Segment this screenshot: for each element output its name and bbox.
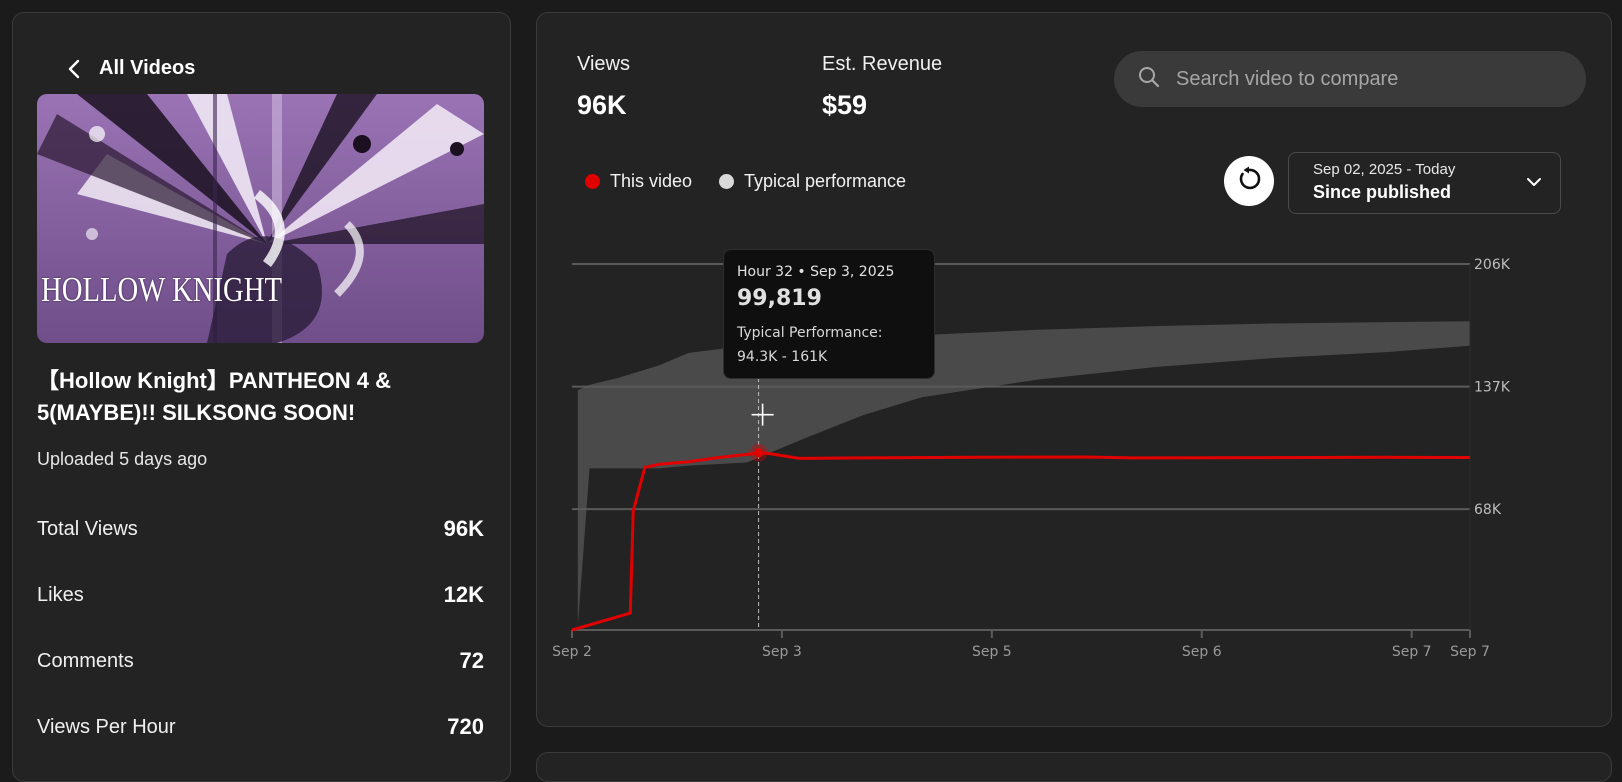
x-tick-label: Sep 7: [1450, 644, 1490, 660]
y-tick-label: 206K: [1474, 257, 1511, 273]
highlight-point: [754, 448, 764, 458]
metric-revenue-label: Est. Revenue: [822, 53, 943, 75]
metric-views: Views 96K: [577, 53, 630, 121]
x-tick-label: Sep 6: [1182, 644, 1222, 660]
stat-comments: Comments 72: [37, 648, 484, 674]
stat-likes: Likes 12K: [37, 582, 484, 608]
stat-label: Views Per Hour: [37, 715, 176, 738]
chevron-down-icon: [1526, 174, 1542, 195]
reset-icon: [1236, 166, 1262, 197]
analytics-panel: Views 96K Est. Revenue $59 This video Ty…: [536, 12, 1612, 727]
date-range-dropdown[interactable]: Sep 02, 2025 - Today Since published: [1288, 152, 1561, 214]
metric-views-label: Views: [577, 53, 630, 75]
legend-typical: Typical performance: [719, 171, 906, 192]
tooltip-header: Hour 32 • Sep 3, 2025: [737, 264, 895, 280]
metric-revenue-value: $59: [822, 90, 868, 120]
date-range-label: Since published: [1313, 182, 1452, 202]
thumbnail-logo-text: HOLLOW KNIGHT: [41, 270, 282, 309]
x-tick-label: Sep 2: [552, 644, 592, 660]
tooltip-typical-range: 94.3K - 161K: [737, 349, 828, 365]
stat-views-per-hour: Views Per Hour 720: [37, 714, 484, 740]
this-video-line: [571, 451, 1471, 632]
video-thumbnail[interactable]: HOLLOW KNIGHT: [37, 94, 484, 343]
all-videos-label: All Videos: [99, 57, 196, 79]
stat-value: 12K: [443, 582, 484, 607]
search-icon: [1138, 66, 1160, 93]
legend-typical-label: Typical performance: [744, 171, 907, 191]
compare-search-box[interactable]: [1114, 51, 1586, 107]
x-tick-label: Sep 5: [972, 644, 1012, 660]
video-details-panel: All Videos: [12, 12, 511, 782]
stat-label: Total Views: [37, 517, 138, 540]
video-title: 【Hollow Knight】PANTHEON 4 & 5(MAYBE)!! S…: [37, 368, 392, 425]
stat-value: 96K: [443, 516, 484, 541]
legend-this-video-label: This video: [610, 171, 693, 191]
all-videos-back-link[interactable]: All Videos: [63, 57, 195, 80]
stat-label: Likes: [37, 583, 84, 606]
x-tick-label: Sep 3: [762, 644, 802, 660]
compare-search-input[interactable]: [1174, 66, 1558, 92]
stat-value: 72: [459, 648, 484, 673]
y-tick-label: 68K: [1474, 502, 1502, 518]
metric-revenue: Est. Revenue $59: [822, 53, 942, 121]
tooltip-value: 99,819: [737, 286, 822, 311]
date-range-dates: Sep 02, 2025 - Today: [1313, 161, 1456, 178]
metric-views-value: 96K: [577, 90, 627, 120]
chart-tooltip: Hour 32 • Sep 3, 2025 99,819 Typical Per…: [723, 249, 935, 379]
legend-red-dot: [585, 174, 600, 189]
stat-value: 720: [447, 714, 484, 739]
y-tick-label: 137K: [1474, 380, 1511, 396]
x-tick-label: Sep 7: [1392, 644, 1432, 660]
tooltip-typical-label: Typical Performance:: [737, 325, 883, 341]
legend-gray-dot: [719, 174, 734, 189]
reset-range-button[interactable]: [1224, 156, 1274, 206]
next-panel-edge: [536, 752, 1612, 782]
stat-total-views: Total Views 96K: [37, 516, 484, 542]
stat-label: Comments: [37, 649, 134, 672]
chevron-left-icon: [63, 58, 85, 80]
upload-date: Uploaded 5 days ago: [37, 449, 208, 469]
views-chart[interactable]: 68K 137K 206K Sep 2 Sep 3 Sep 5 Sep 6 Sep 7 Sep …: [537, 13, 1611, 713]
legend-this-video: This video: [585, 171, 692, 192]
typical-performance-band: [577, 321, 1470, 627]
